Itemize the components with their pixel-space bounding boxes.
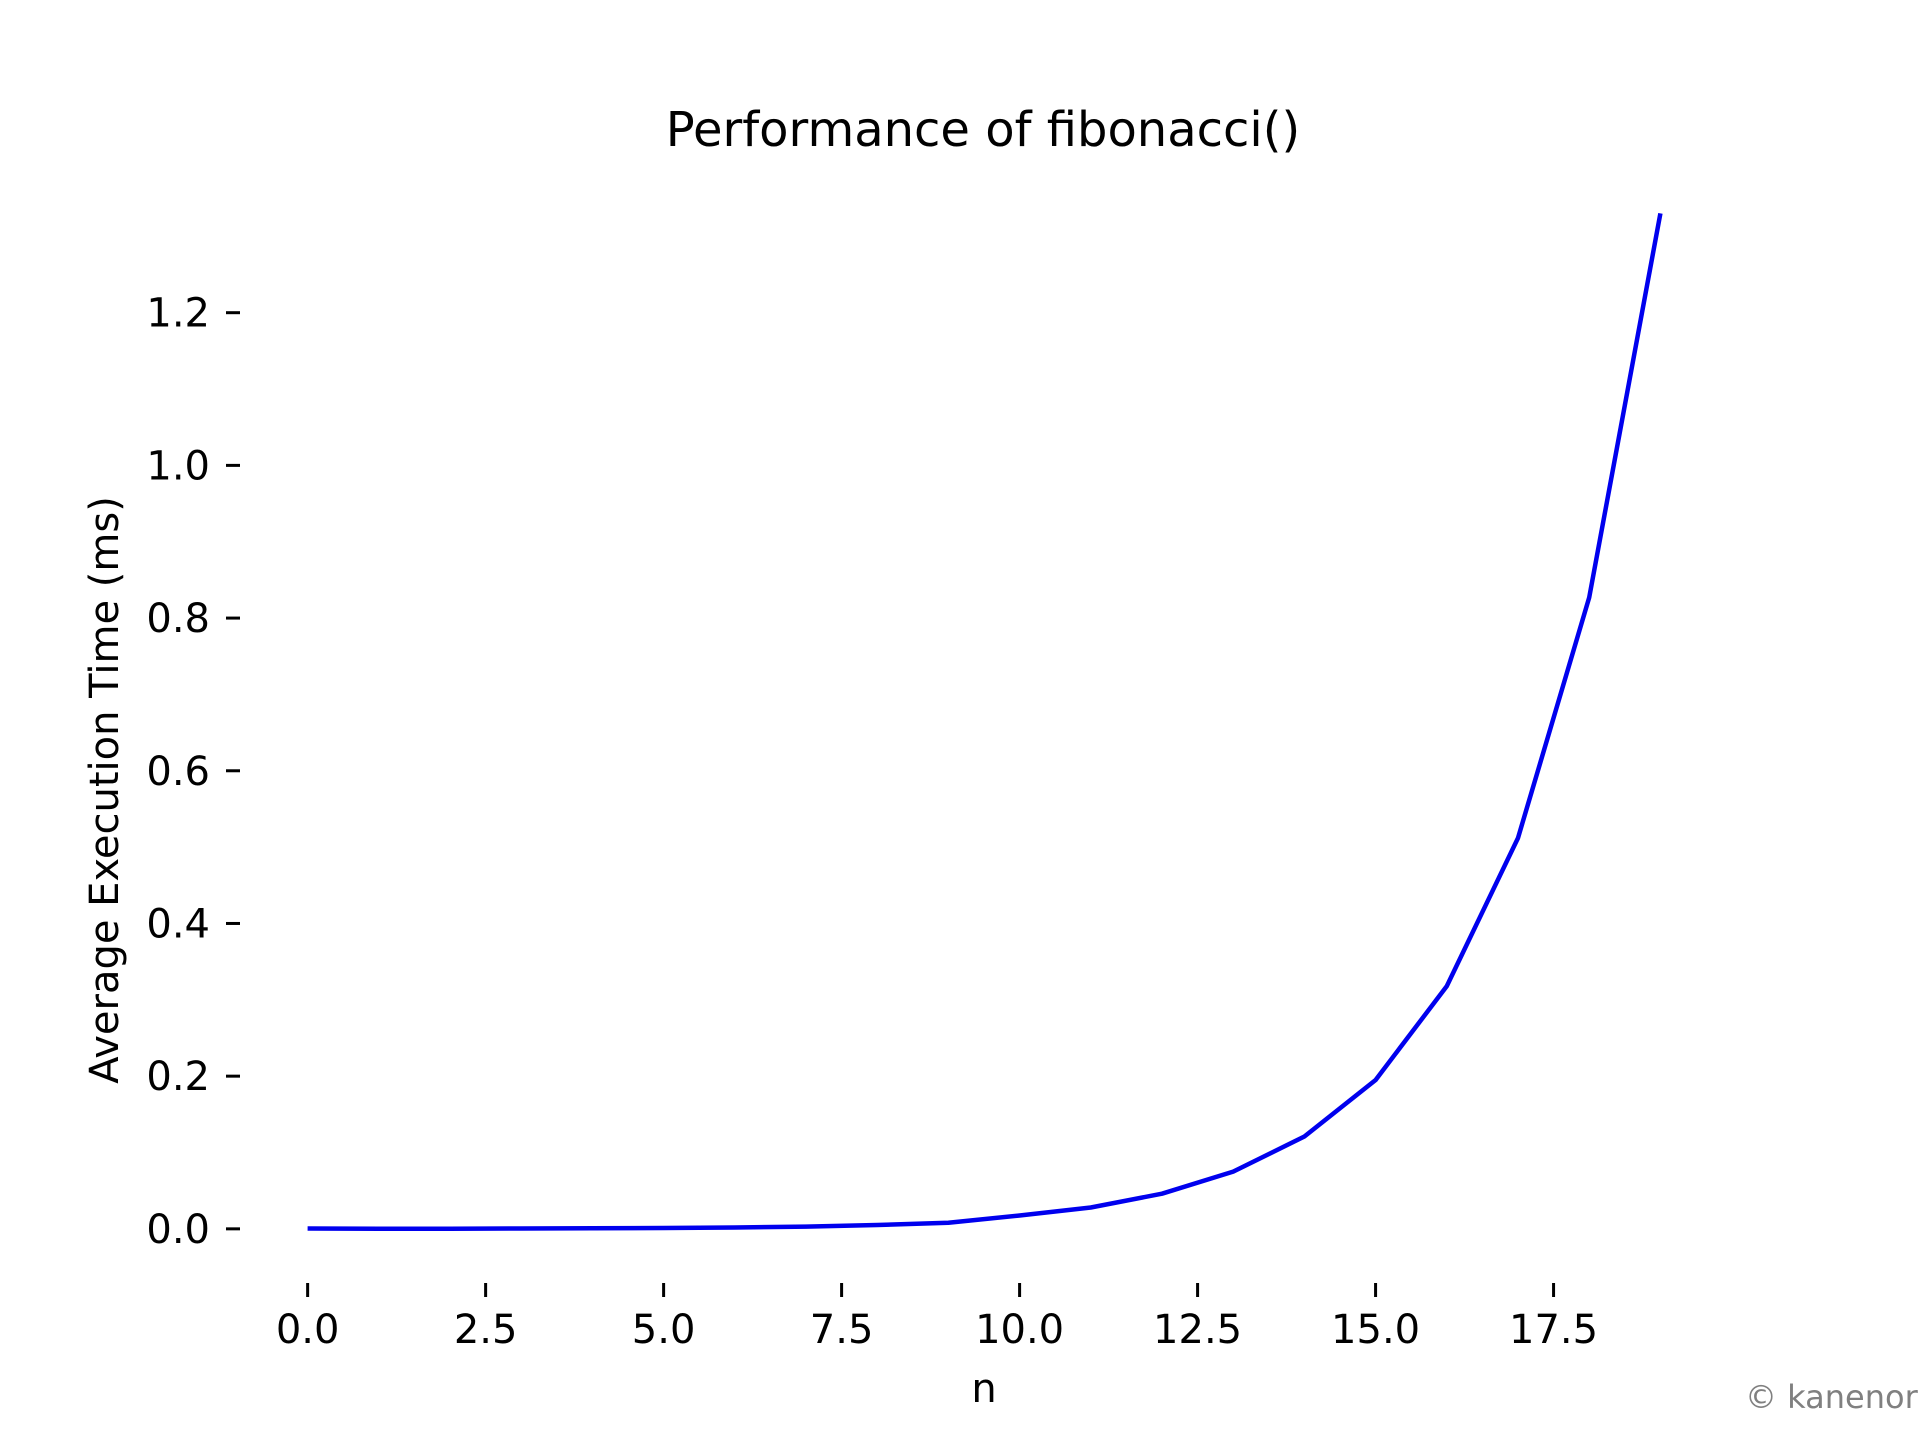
y-tick-label: 0.4 [146,901,210,947]
x-tick-label: 10.0 [975,1307,1064,1353]
x-tick-label: 15.0 [1331,1307,1420,1353]
y-tick-label: 0.0 [146,1207,210,1253]
y-tick-label: 1.2 [146,291,210,337]
y-axis-ticks: 0.0 0.2 0.4 0.6 0.8 1.0 1.2 [146,291,240,1253]
x-tick-label: 7.5 [810,1307,874,1353]
y-tick-label: 1.0 [146,443,210,489]
series-layer [307,212,1663,1232]
x-axis-label: n [971,1366,996,1412]
x-tick-label: 17.5 [1509,1307,1598,1353]
x-tick-label: 0.0 [276,1307,340,1353]
x-tick-label: 5.0 [632,1307,696,1353]
y-tick-label: 0.8 [146,596,210,642]
watermark: © kanenor [1745,1378,1919,1416]
x-axis-ticks: 0.0 2.5 5.0 7.5 10.0 12.5 15.0 17.5 [276,1283,1598,1353]
x-tick-label: 2.5 [454,1307,518,1353]
chart-title: Performance of fibonacci() [666,102,1300,158]
y-tick-label: 0.2 [146,1054,210,1100]
y-tick-label: 0.6 [146,749,210,795]
series-line [307,212,1663,1232]
y-axis-label: Average Execution Time (ms) [82,496,128,1084]
x-tick-label: 12.5 [1153,1307,1242,1353]
